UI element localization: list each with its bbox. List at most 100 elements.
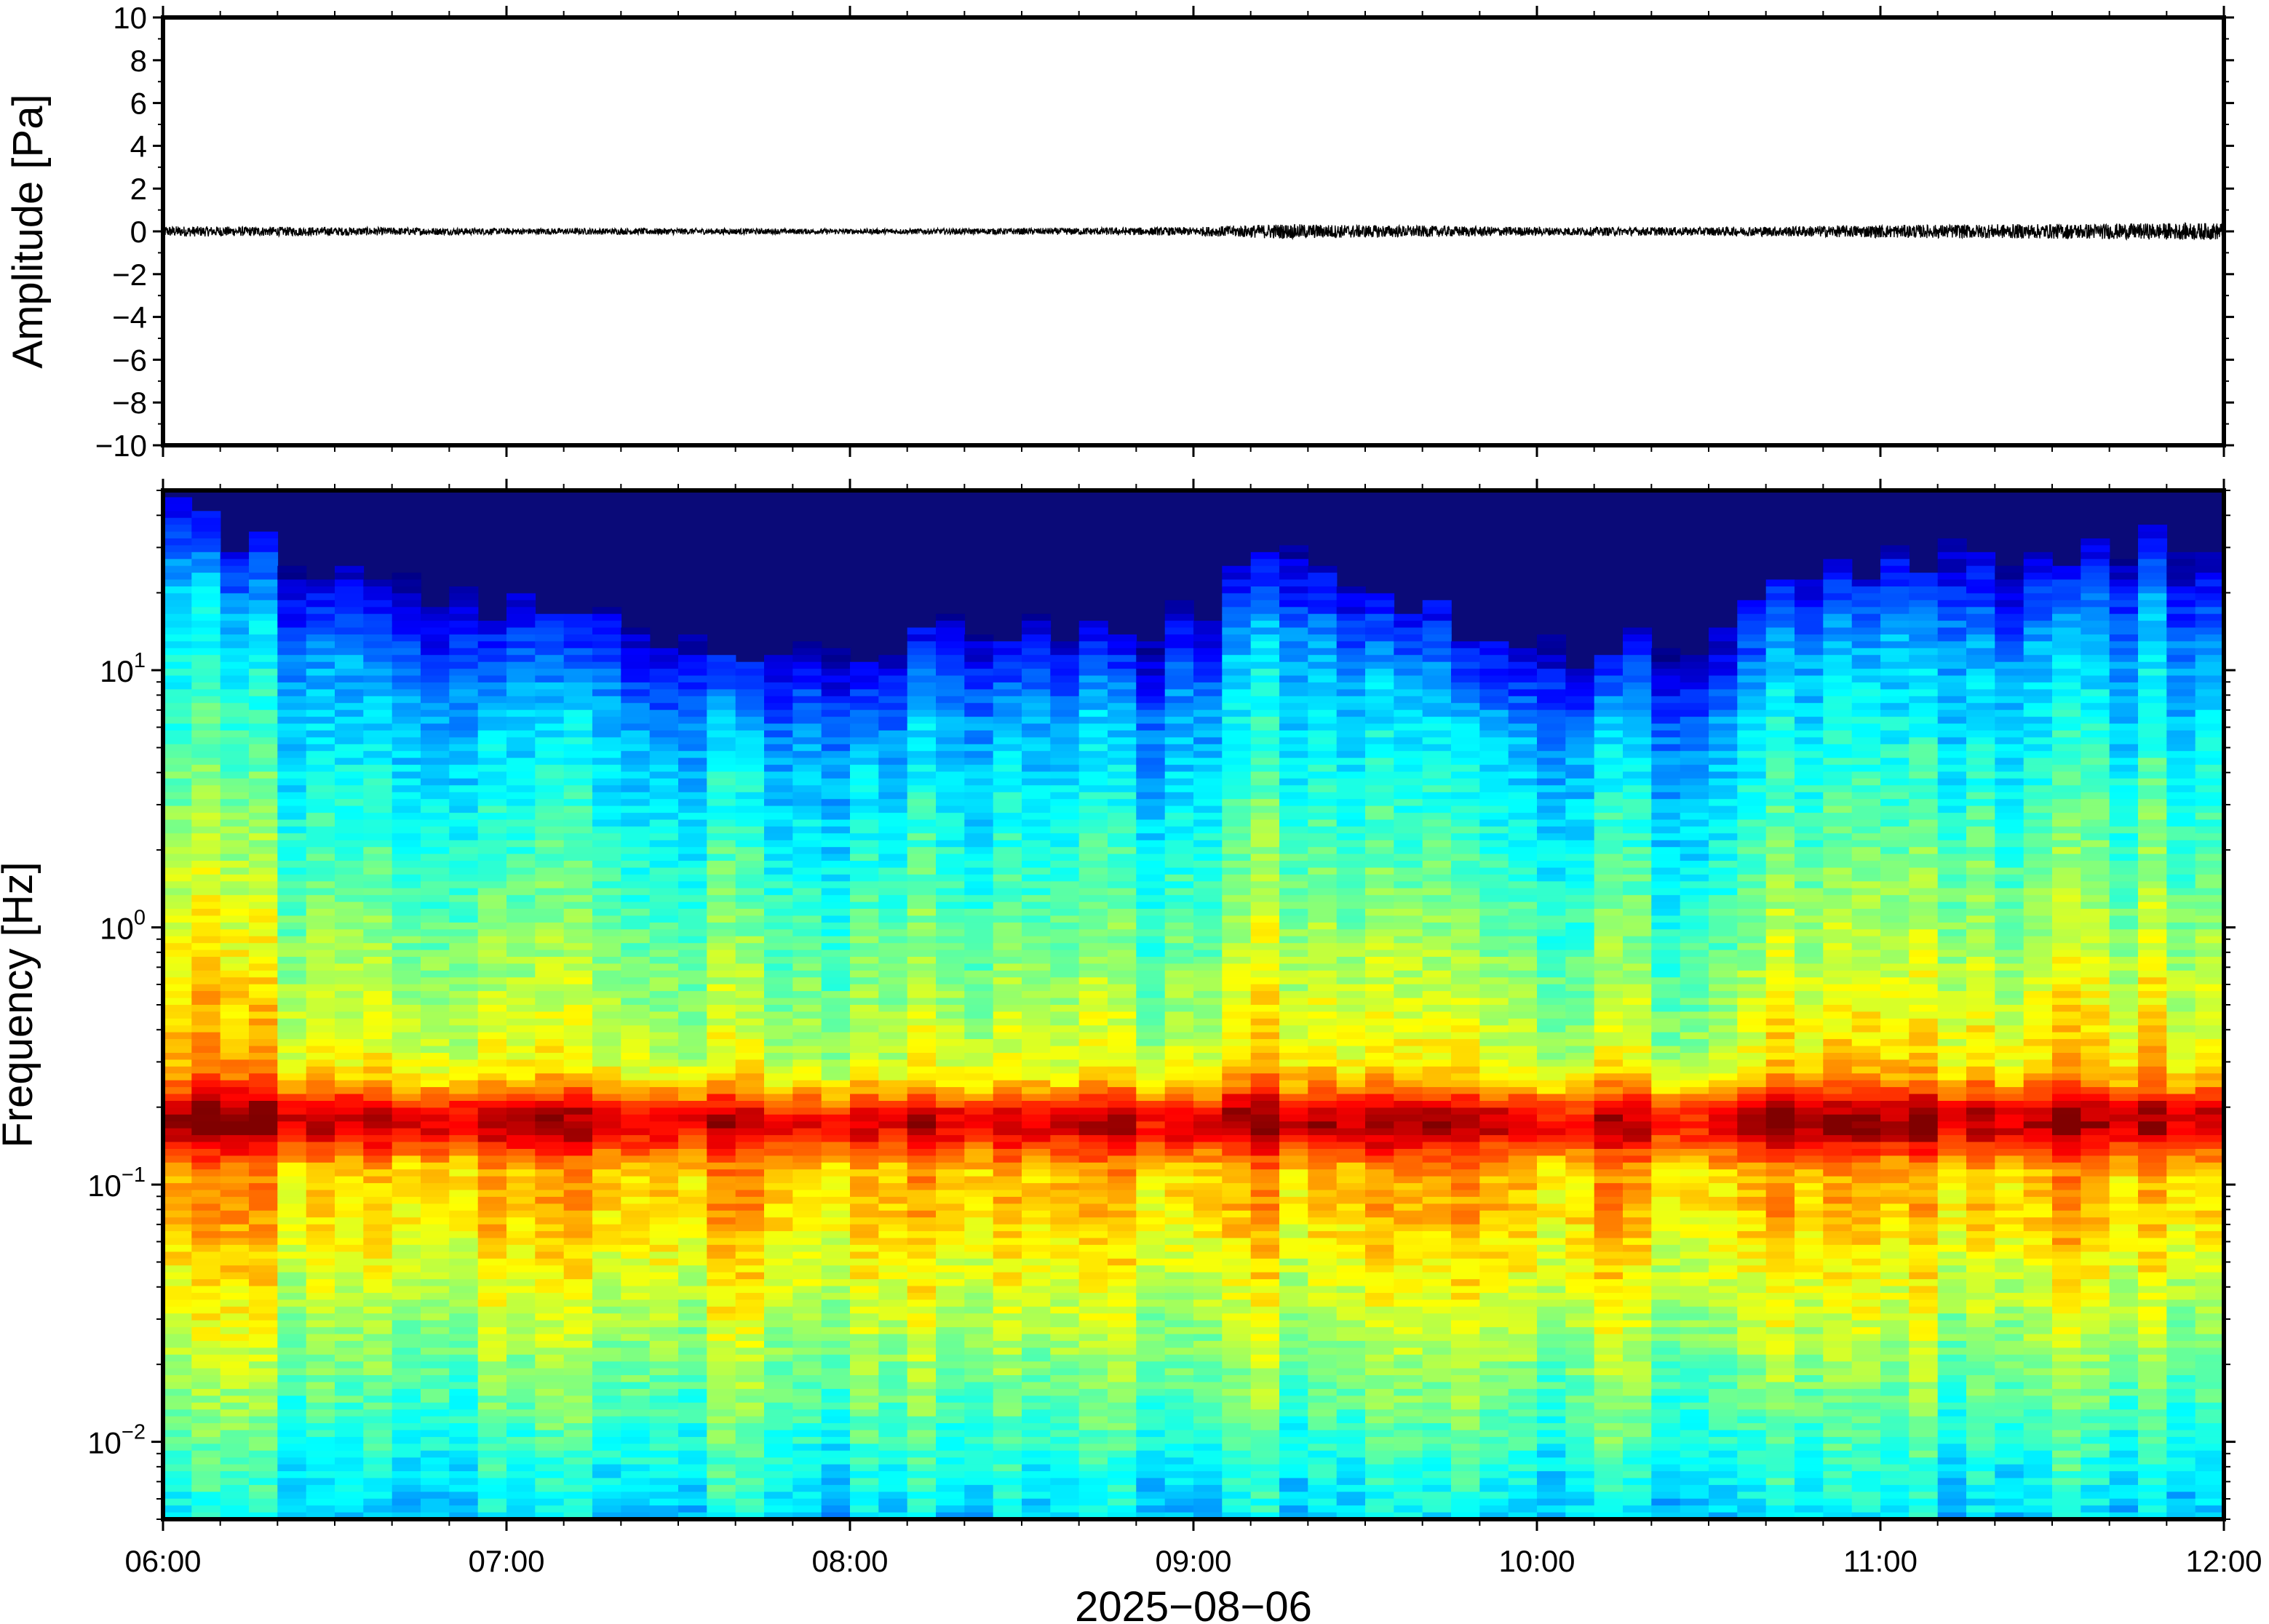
spectrogram-cell [964,1114,994,1122]
spectrogram-cell [363,833,393,841]
spectrogram-cell [592,1402,622,1410]
spectrogram-cell [850,1492,880,1500]
spectrogram-cell [1108,1128,1137,1136]
spectrogram-cell [477,1128,507,1136]
spectrogram-cell [993,675,1022,683]
spectrogram-cell [392,1128,421,1136]
spectrogram-cell [649,1196,679,1205]
spectrogram-cell [678,751,708,759]
spectrogram-cell [220,1320,250,1328]
spectrogram-cell [249,1142,279,1150]
spectrogram-cell [249,943,279,951]
spectrogram-cell [678,888,708,896]
spectrogram-cell [1164,1217,1194,1225]
spectrogram-cell [421,1011,450,1019]
spectrogram-cell [477,1053,507,1061]
spectrogram-cell [964,1210,994,1218]
spectrogram-cell [506,799,536,807]
spectrogram-cell [964,929,994,937]
spectrogram-cell [821,1382,851,1390]
spectrogram-cell [850,943,880,951]
spectrogram-cell [735,1498,765,1506]
spectrogram-cell [363,613,393,621]
spectrogram-cell [1078,641,1108,649]
spectrogram-cell [1164,1402,1194,1410]
spectrogram-cell [621,861,651,869]
spectrogram-cell [821,1368,851,1376]
spectrogram-cell [1108,1368,1137,1376]
spectrogram-cell [850,1505,880,1513]
spectrogram-cell [477,1450,507,1458]
spectrogram-cell [936,977,966,985]
spectrogram-cell [1108,1279,1137,1287]
spectrogram-cell [535,1299,565,1307]
spectrogram-cell [764,1388,794,1397]
spectrogram-cell [707,1348,736,1356]
spectrogram-cell [477,1471,507,1479]
spectrogram-cell [191,1457,221,1465]
spectrogram-cell [936,1066,966,1074]
spectrogram-cell [1164,901,1194,909]
spectrogram-cell [363,895,393,903]
spectrogram-cell [764,1402,794,1410]
spectrogram-cell [1022,977,1052,985]
spectrogram-cell [678,1142,708,1150]
spectrogram-cell [707,799,736,807]
spectrogram-cell [506,627,536,635]
spectrogram-cell [1164,874,1194,883]
spectrogram-cell [707,1423,736,1431]
spectrogram-cell [993,1279,1022,1287]
spectrogram-cell [421,1121,450,1129]
waveform-y-tick-label: −10 [95,429,147,463]
spectrogram-cell [1136,723,1166,731]
spectrogram-cell [1078,1354,1108,1362]
spectrogram-cell [878,847,908,855]
spectrogram-cell [363,1087,393,1095]
spectrogram-cell [792,785,822,793]
spectrogram-cell [477,682,507,690]
spectrogram-cell [1136,888,1166,896]
spectrogram-cell [821,765,851,773]
spectrogram-cell [878,1436,908,1445]
spectrogram-cell [936,1272,966,1280]
spectrogram-cell [621,1244,651,1253]
spectrogram-cell [392,805,421,813]
spectrogram-cell [621,771,651,779]
spectrogram-cell [764,1135,794,1143]
spectrogram-cell [964,675,994,683]
spectrogram-cell [792,861,822,869]
spectrogram-cell [191,1354,221,1362]
spectrogram-cell [277,1361,307,1369]
spectrogram-cell [163,1423,193,1431]
spectrogram-cell [993,1444,1022,1452]
spectrogram-cell [477,1018,507,1027]
spectrogram-cell [878,751,908,759]
spectrogram-cell [678,1094,708,1102]
spectrogram-cell [1136,1053,1166,1061]
spectrogram-cell [563,861,593,869]
spectrogram-cell [878,1505,908,1513]
spectrogram-cell [792,648,822,656]
spectrogram-cell [964,963,994,971]
spectrogram-cell [649,648,679,656]
spectrogram-cell [163,943,193,951]
spectrogram-cell [649,1155,679,1163]
spectrogram-cell [993,909,1022,917]
spectrogram-cell [649,1087,679,1095]
spectrogram-cell [592,1354,622,1362]
spectrogram-cell [878,977,908,985]
spectrogram-cell [392,853,421,861]
spectrogram-cell [306,1196,335,1205]
spectrogram-cell [477,1416,507,1424]
spectrogram-cell [506,730,536,739]
spectrogram-cell [392,1087,421,1095]
spectrogram-cell [392,586,421,594]
spectrogram-cell [764,1409,794,1417]
spectrogram-cell [1078,682,1108,690]
spectrogram-cell [993,1492,1022,1500]
spectrogram-cell [335,613,365,621]
spectrogram-cell [850,785,880,793]
spectrogram-cell [1108,1375,1137,1383]
spectrogram-cell [821,703,851,711]
spectrogram-cell [163,867,193,875]
